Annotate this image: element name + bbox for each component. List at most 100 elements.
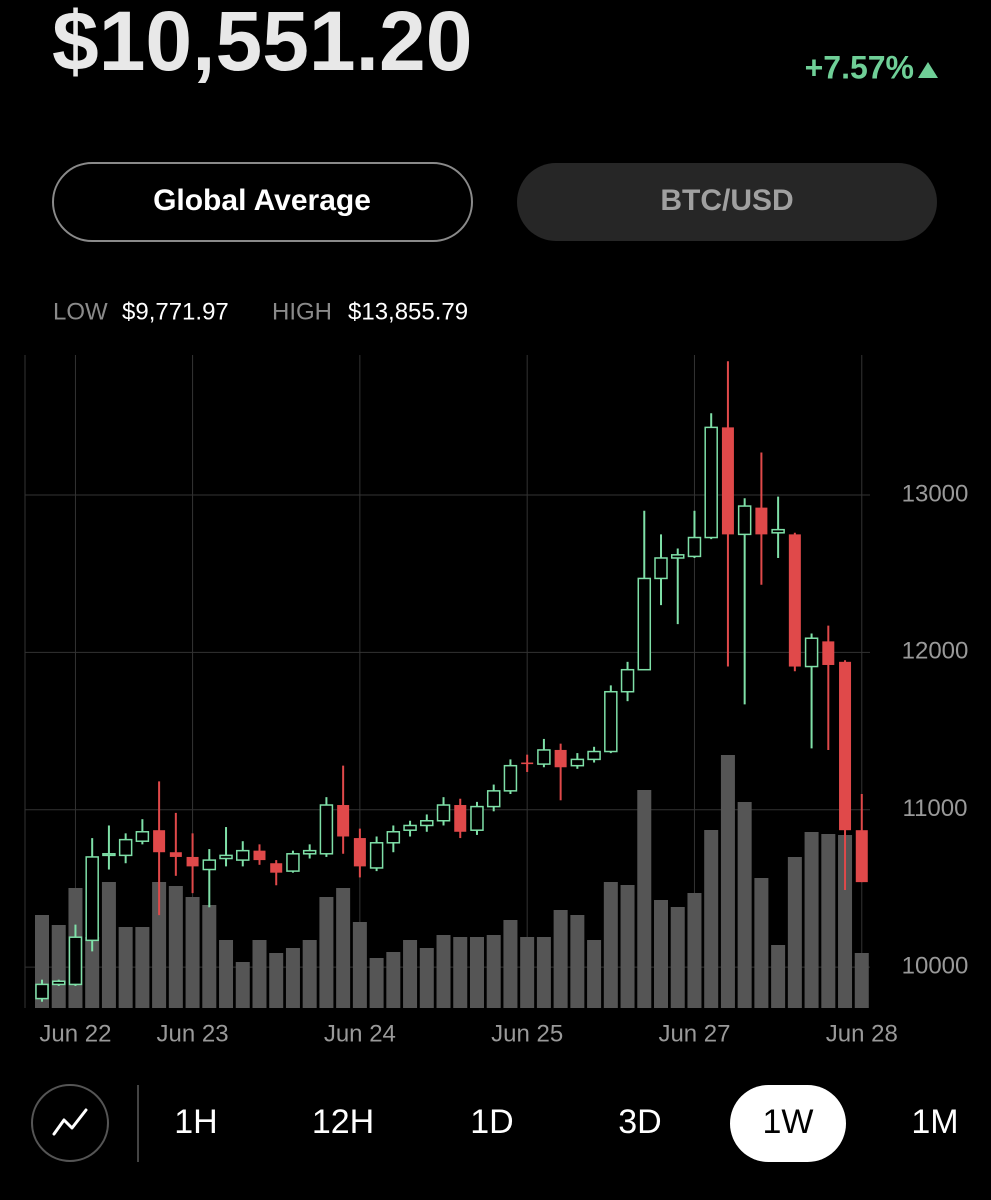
volume-bar [737, 802, 752, 1008]
volume-bar [419, 948, 434, 1008]
volume-bar [436, 935, 451, 1008]
x-tick-label: Jun 23 [157, 1020, 229, 1047]
candle-body [337, 805, 350, 837]
candle-body [587, 750, 601, 761]
candle-body [486, 790, 501, 808]
candle-body [604, 690, 618, 753]
volume-bar [771, 945, 786, 1008]
chart-type-button[interactable] [31, 1084, 109, 1162]
volume-bar [352, 922, 367, 1008]
timeframe[interactable]: 1M [911, 1103, 958, 1141]
candle-body [219, 854, 233, 860]
candle-body [822, 641, 835, 665]
y-tick-label: 10000 [902, 952, 969, 979]
candle-body [403, 824, 417, 831]
volume-bar [553, 910, 568, 1008]
volume-bar [185, 897, 200, 1008]
low-label: LOW [53, 298, 108, 325]
volume-bar [386, 952, 401, 1008]
chart: Jun 22 Jun 23 Jun 24 Jun 25 Jun 27 Jun 28 1000… [24, 355, 969, 1047]
candle-body [236, 849, 250, 861]
x-tick-label: Jun 25 [491, 1020, 563, 1047]
volume-bar [453, 937, 468, 1008]
candle-body [855, 830, 868, 883]
tab-global[interactable] [52, 162, 473, 242]
candle-body [85, 856, 99, 942]
candle-body [386, 831, 401, 844]
volume-bar [403, 940, 418, 1008]
volume-bar [252, 940, 267, 1008]
tab-label: BTC/USD [660, 184, 793, 217]
candle-body [420, 820, 434, 827]
volume-bar [720, 755, 735, 1008]
candle-body [35, 983, 49, 1000]
y-tick-label: 12000 [902, 638, 969, 665]
candle-body [704, 426, 718, 539]
volume-bar [85, 937, 100, 1008]
volume-bar [570, 915, 585, 1008]
candle-body [637, 577, 652, 671]
candle-body [839, 661, 852, 831]
timeframe[interactable]: 1D [470, 1103, 513, 1141]
volume-bar [603, 882, 618, 1008]
volume-bar [687, 893, 702, 1008]
timeframe[interactable]: 1W [763, 1103, 814, 1141]
tab-btc[interactable] [517, 163, 937, 241]
volume-bar [469, 937, 484, 1008]
volume-bar [670, 907, 685, 1008]
volume-bar [503, 920, 518, 1008]
volume-bar [704, 830, 719, 1008]
candle-body [353, 838, 366, 867]
up-arrow [918, 62, 938, 78]
volume-bar [152, 882, 167, 1008]
timeframe[interactable]: 1H [174, 1103, 217, 1141]
candle-body [369, 842, 384, 869]
timeframes: 1H 12H 1D 3D 1W 1M [174, 1085, 959, 1162]
timeframe[interactable]: 3D [618, 1103, 661, 1141]
volume-bar [637, 790, 652, 1008]
volume-bar [520, 937, 535, 1008]
candle-body [436, 804, 451, 822]
volume-bar [101, 882, 116, 1008]
volume-bar [369, 958, 384, 1008]
volume-bar [821, 834, 836, 1008]
candle-body [654, 557, 668, 580]
volume-bar [302, 940, 317, 1008]
candle-body [302, 849, 317, 855]
candle-body [537, 749, 551, 765]
y-tick-label: 11000 [903, 795, 968, 822]
candle-body [620, 668, 635, 693]
candle-body [135, 831, 150, 842]
volume-bar [202, 905, 217, 1008]
candle-body [68, 936, 83, 986]
volume-bar [118, 927, 133, 1008]
volume-bar [804, 832, 819, 1008]
volume-bar [620, 885, 635, 1008]
x-tick-label: Jun 27 [658, 1020, 730, 1047]
candle-body [202, 859, 217, 871]
candle-body [102, 853, 116, 857]
volume-bar [336, 888, 351, 1008]
volume-bar [168, 886, 183, 1008]
candle-body [153, 830, 166, 853]
volume-bar [235, 962, 250, 1008]
volume-bar [135, 927, 150, 1008]
candle-body [454, 805, 467, 832]
candle-body [721, 427, 734, 535]
candle-body [186, 856, 199, 867]
x-tick-label: Jun 24 [324, 1020, 396, 1047]
volume-bar [587, 940, 602, 1008]
volume-bar [269, 953, 284, 1008]
volume-bar [319, 897, 334, 1008]
candle-body [788, 534, 801, 667]
candle-body [319, 804, 334, 855]
x-tick-label: Jun 28 [826, 1020, 898, 1047]
candle-body [670, 554, 685, 559]
candle-body [169, 852, 182, 857]
candle-body [755, 507, 768, 535]
candle-body [270, 863, 283, 873]
timeframe[interactable]: 12H [312, 1103, 374, 1141]
timeframe-selected[interactable] [730, 1085, 846, 1162]
x-tick-label: Jun 22 [39, 1020, 111, 1047]
